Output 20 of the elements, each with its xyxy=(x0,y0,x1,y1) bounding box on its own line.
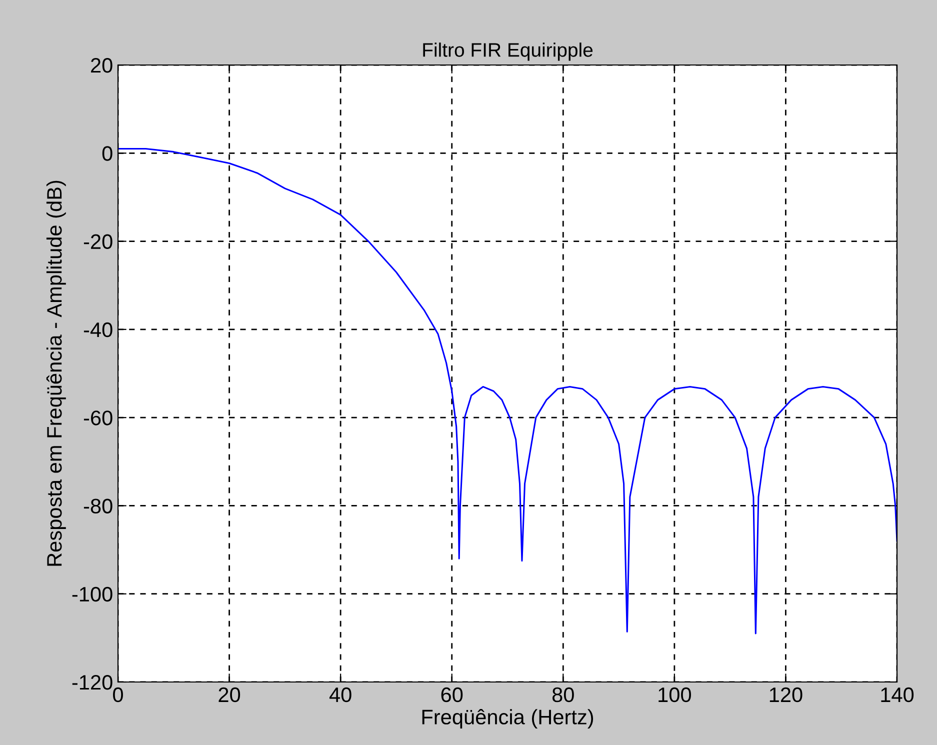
y-tick-label: -20 xyxy=(84,234,112,250)
chart-title: Filtro FIR Equiripple xyxy=(423,42,593,61)
x-tick-label: 20 xyxy=(218,687,240,702)
y-tick-label: -40 xyxy=(84,322,112,338)
y-tick-label: -80 xyxy=(84,498,112,514)
x-tick-label: 100 xyxy=(658,687,691,702)
x-tick-label: 120 xyxy=(770,687,802,702)
y-tick-label: -60 xyxy=(84,410,112,426)
y-tick-label: -120 xyxy=(72,675,112,690)
y-axis-title: Resposta em Freqüência - Amplitude (dB) xyxy=(46,180,66,566)
x-tick-label: 60 xyxy=(441,687,463,702)
x-tick-label: 80 xyxy=(552,687,574,702)
x-tick-label: 0 xyxy=(113,687,123,702)
y-tick-label: -100 xyxy=(72,586,112,602)
y-tick-label: 20 xyxy=(91,58,112,73)
x-tick-label: 140 xyxy=(881,687,914,702)
y-tick-label: 0 xyxy=(102,146,112,161)
x-tick-label: 40 xyxy=(329,687,352,702)
x-axis-title: Freqüência (Hertz) xyxy=(422,709,594,729)
line-series xyxy=(118,148,897,634)
